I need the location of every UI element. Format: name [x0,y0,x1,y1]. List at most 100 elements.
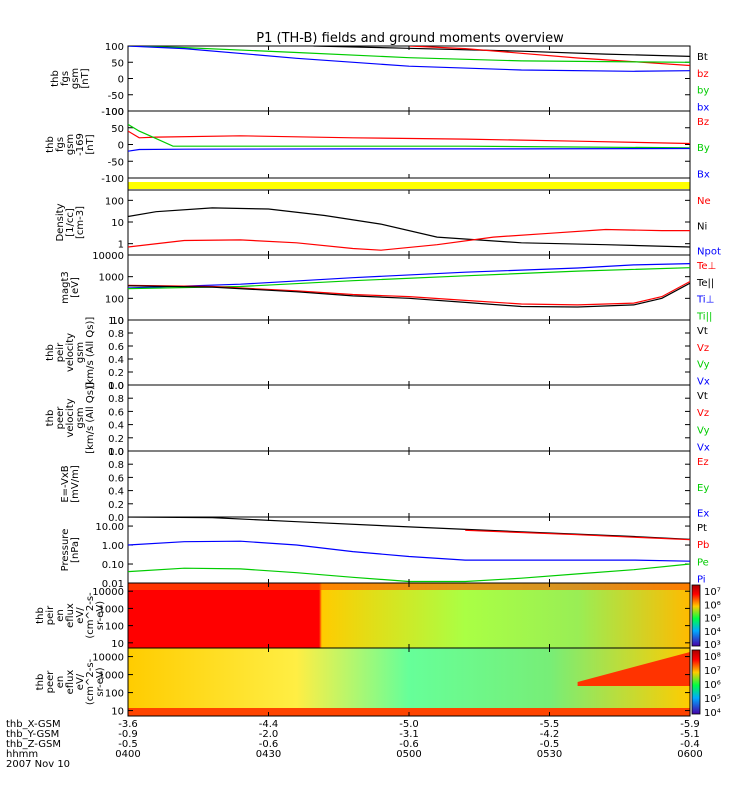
y-tick-label: 0.0 [108,381,124,392]
y-tick-label: 1000 [99,671,124,682]
y-tick-label: 0.6 [108,342,124,353]
y-axis-label-line: thb [50,70,61,87]
legend-entry: Bz [697,117,709,128]
y-tick-label: 0.6 [108,473,124,484]
y-tick-label: 1.0 [108,447,124,458]
legend-entry: Ey [697,483,709,494]
x-axis-row-value: -0.4 [680,739,700,750]
chart-title: P1 (TH-B) fields and ground moments over… [256,31,564,46]
y-tick-label: 100 [105,107,124,118]
x-axis-row-value: -4.4 [259,719,279,730]
y-axis-label: thb peir en eflux eV/(cm^2-s-sr-eV) [35,592,106,639]
series-line [128,228,690,251]
series-line [128,263,690,289]
legend-entry: Vz [697,408,709,419]
y-axis-label-line: eflux [65,670,76,695]
panel-frame [127,110,691,179]
colorbar-rect [691,649,701,715]
y-tick-label: 10000 [92,251,124,262]
y-tick-label: 10000 [92,587,124,598]
legend-entry: Vx [697,377,710,388]
series-line [128,147,690,152]
y-tick-label: -50 [108,157,124,168]
y-axis-label: thb peer velocity gsm [km/s (All Qs)] [45,382,96,454]
legend-entry: Vz [697,343,709,354]
y-axis-label-line: [1/cc] [65,208,76,237]
legend-entry: Pb [697,540,709,551]
series-line [313,46,690,57]
y-tick-label: -100 [101,107,124,118]
series-line [128,46,690,63]
x-axis-row-value: -5.0 [399,719,419,730]
y-tick-label: 0.0 [108,513,124,524]
panel: 1.0 0.8 0.6 0.4 0.2 0.0 E=-VxB [mV/m] Ez Ey Ex [60,447,709,524]
colorbar: 10⁸ 10⁷ 10⁶ 10⁵ 10⁴ [691,649,721,719]
panel: 10.00 1.00 0.10 0.01 Pressure [nPa] Pt Pb Pe Pi [60,516,709,590]
x-axis-row-value: -0.5 [118,739,138,750]
y-axis-label: thb peir velocity gsm [km/s (All Qs)] [45,317,96,389]
x-axis-row-value: -2.0 [259,729,279,740]
y-axis-label: thb fgs gsm [nT] [50,68,91,89]
y-tick-label: 0.2 [108,368,124,379]
y-axis-label-line: en [55,609,66,622]
x-axis-row-value: -4.2 [540,729,560,740]
y-tick-label: -50 [108,91,124,102]
y-tick-label: 100 [105,42,124,53]
x-axis-row-value: -5.9 [680,719,700,730]
panel-frame [127,45,691,112]
y-tick-label: 10.00 [95,522,124,533]
colorbar-rect [691,584,701,647]
x-axis-row-value: -3.6 [118,719,138,730]
y-axis-label-line: fgs [55,137,66,152]
y-axis-label: thb fgs gsm -169 [nT] [45,133,96,156]
y-axis-label-line: fgs [60,71,71,86]
y-axis-label: Pressure [nPa] [60,529,81,572]
y-tick-label: 0.0 [108,447,124,458]
legend-entry: Vy [697,360,710,371]
y-axis-label-line: thb [45,410,56,427]
y-tick-label: 10000 [92,653,124,664]
series-line [465,529,690,541]
legend-entry: Ex [697,509,709,520]
y-axis-label-line: [eV] [70,277,81,298]
y-tick-label: 100 [105,689,124,700]
y-tick-label: 0.2 [108,500,124,511]
y-tick-label: 0.01 [102,579,124,590]
spectrogram-band [577,652,690,686]
y-tick-label: 0 [118,75,124,86]
y-axis-label-line: en [55,676,66,689]
colorbar-label: 10⁷ [704,666,721,677]
y-axis-label-line: Density [55,203,66,241]
series-line [128,517,690,540]
panel: 10⁸ 10⁷ 10⁶ 10⁵ 10⁴ 10000 1000 100 10 thb peer en ef… [35,647,721,719]
y-tick-label: 100 [105,622,124,633]
y-tick-label: 1 [118,240,124,251]
y-tick-label: 1.0 [108,316,124,327]
y-axis-label-line: peir [55,342,66,362]
panel: 1.0 0.8 0.6 0.4 0.2 0.0 thb peer velocity gsm [km/… [45,381,710,458]
y-axis-label-line: [nPa] [70,537,81,563]
y-axis-label-line: eflux [65,603,76,628]
x-axis-row-value: -0.5 [540,739,560,750]
x-axis-row-value: 0400 [115,749,140,760]
legend-entry: Pi [697,575,706,586]
y-axis-label-line: -169 [75,133,86,156]
colorbar-label: 10⁴ [704,627,721,638]
y-axis-label-line: gsm [75,407,86,428]
y-axis-label-line: velocity [65,398,76,437]
colorbar-label: 10⁶ [704,600,721,611]
x-axis-row-value: -0.6 [399,739,419,750]
y-tick-label: 50 [111,124,124,135]
y-axis-label-line: gsm [65,134,76,155]
x-axis-block: thb_X-GSM -3.6 -4.4 -5.0 -5.5 -5.9 thb_Y-GSM -0… [6,719,703,770]
y-tick-label: 10 [111,316,124,327]
series-line [128,130,690,145]
y-axis-label-line: [nT] [85,134,96,154]
y-axis-label-line: peir [45,605,56,625]
x-axis-row-value: 0500 [396,749,421,760]
colorbar-label: 10⁷ [704,587,721,598]
colorbar-label: 10⁵ [704,694,721,705]
y-axis-label-line: Pressure [60,529,71,572]
colorbar-label: 10⁶ [704,680,721,691]
